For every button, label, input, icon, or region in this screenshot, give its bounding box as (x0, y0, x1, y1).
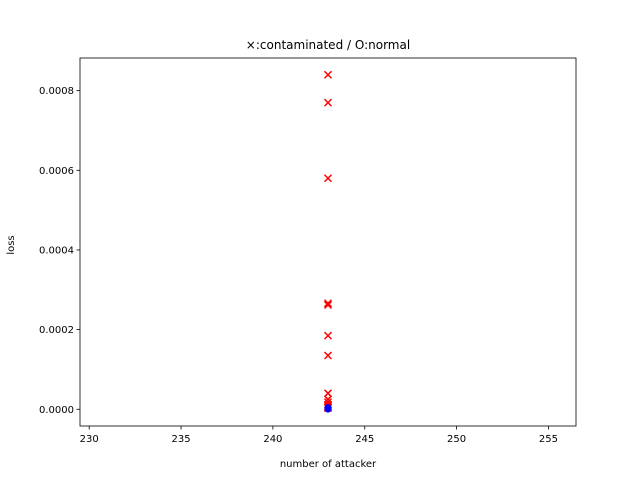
axes-frame (79, 57, 577, 427)
contaminated-point (323, 331, 333, 340)
y-tick-label: 0.0008 (39, 86, 74, 97)
contaminated-point (323, 98, 333, 107)
x-tick-label: 245 (355, 434, 374, 445)
plot-area: 230 235 240 245 250 255 0.0000 0.0002 0.0004 0.00… (39, 57, 577, 445)
x-tick-label: 240 (263, 434, 282, 445)
x-tick-label: 250 (447, 434, 466, 445)
contaminated-point (323, 351, 333, 360)
contaminated-point (323, 299, 333, 308)
contaminated-point (323, 70, 333, 79)
x-tick-label: 235 (171, 434, 190, 445)
normal-point (324, 405, 332, 413)
x-axis-label: number of attacker (280, 459, 377, 470)
x-tick-label: 255 (539, 434, 558, 445)
y-tick-label: 0.0006 (39, 166, 74, 177)
y-tick-label: 0.0000 (39, 405, 74, 416)
contaminated-point (323, 389, 333, 398)
contaminated-point (323, 300, 333, 309)
contaminated-point (323, 174, 333, 183)
chart-title: ×:contaminated / O:normal (246, 38, 410, 52)
y-tick-label: 0.0004 (39, 245, 74, 256)
y-axis-label: loss (6, 235, 17, 254)
x-tick-label: 230 (80, 434, 99, 445)
y-tick-label: 0.0002 (39, 325, 74, 336)
